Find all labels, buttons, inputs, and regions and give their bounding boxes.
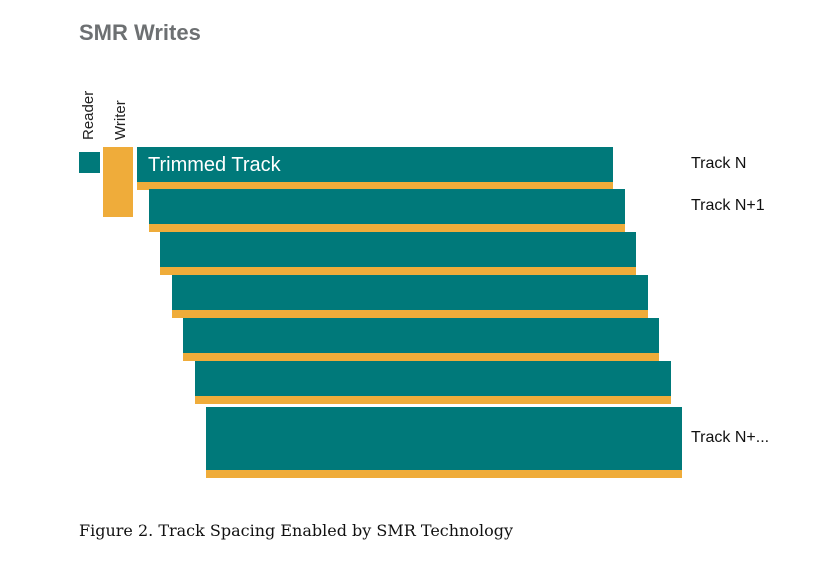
track-n-plus-1-label: Track N+1 [691,197,765,214]
reader-head [79,152,100,173]
writer-head [103,147,133,217]
track-3 [160,232,636,267]
track-n-label: Track N [691,155,747,172]
writer-label: Writer [112,100,129,140]
track-1 [137,147,613,182]
figure-caption: Figure 2. Track Spacing Enabled by SMR T… [79,521,514,540]
track-5 [183,318,659,353]
track-2 [149,189,625,224]
trimmed-track-label: Trimmed Track [148,154,281,176]
reader-label: Reader [80,90,97,140]
track-7 [206,407,682,470]
track-n-plus-more-label: Track N+... [691,429,770,446]
track-6 [195,361,671,396]
track-4 [172,275,648,310]
diagram-title: SMR Writes [79,20,201,45]
